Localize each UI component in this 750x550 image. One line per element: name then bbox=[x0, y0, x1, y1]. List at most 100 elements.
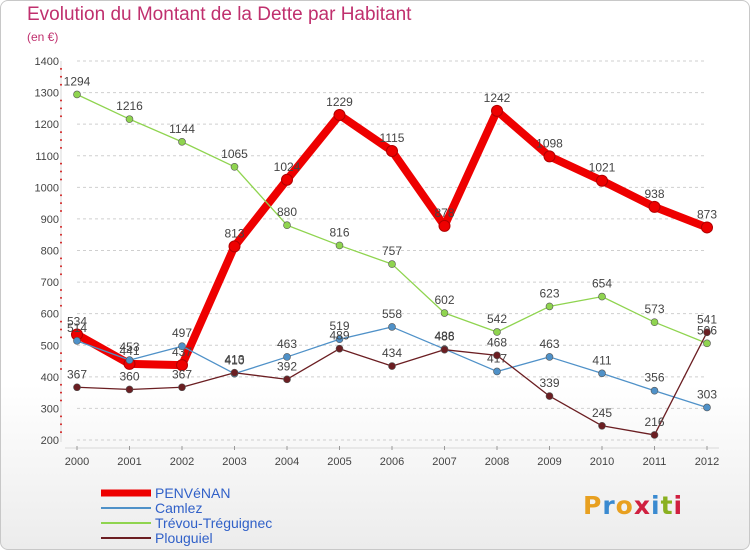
chart-title: Evolution du Montant de la Dette par Hab… bbox=[27, 4, 412, 25]
data-point bbox=[386, 145, 398, 158]
data-point bbox=[648, 200, 661, 213]
x-tick-label: 2012 bbox=[695, 456, 719, 468]
data-point bbox=[493, 367, 501, 376]
y-minor-tick bbox=[60, 415, 62, 418]
data-point bbox=[125, 356, 134, 364]
data-label: 1098 bbox=[536, 136, 563, 150]
data-point bbox=[388, 362, 396, 370]
x-tick-label: 2011 bbox=[643, 456, 667, 468]
proxiti-logo: Proxiti bbox=[583, 491, 683, 520]
y-minor-tick bbox=[60, 67, 62, 70]
x-tick-label: 2001 bbox=[117, 456, 141, 468]
data-label: 816 bbox=[329, 225, 349, 239]
data-label: 1024 bbox=[274, 160, 301, 174]
data-label: 1144 bbox=[169, 122, 195, 136]
y-minor-tick bbox=[60, 367, 62, 370]
data-point bbox=[125, 115, 134, 123]
y-tick-label: 400 bbox=[41, 372, 59, 384]
data-label: 757 bbox=[382, 244, 402, 258]
data-point bbox=[388, 323, 396, 331]
y-minor-tick bbox=[60, 265, 62, 268]
data-point bbox=[283, 221, 291, 230]
data-point bbox=[73, 90, 81, 99]
data-label: 938 bbox=[644, 187, 664, 201]
data-label: 1229 bbox=[326, 95, 353, 109]
logo-letter: r bbox=[602, 491, 616, 520]
data-label: 1216 bbox=[116, 99, 143, 113]
x-tick-label: 2003 bbox=[222, 456, 246, 468]
y-minor-tick bbox=[60, 257, 62, 260]
data-point bbox=[73, 383, 81, 392]
data-point bbox=[230, 368, 239, 377]
data-label: 367 bbox=[172, 367, 192, 381]
data-label: 303 bbox=[697, 387, 717, 401]
data-point bbox=[650, 318, 659, 326]
data-label: 497 bbox=[172, 326, 192, 340]
data-point bbox=[335, 335, 344, 344]
data-label: 1021 bbox=[589, 161, 616, 175]
data-label: 573 bbox=[644, 302, 664, 316]
data-point bbox=[440, 309, 449, 317]
data-point bbox=[598, 292, 606, 301]
data-label: 411 bbox=[592, 353, 611, 367]
data-label: 434 bbox=[382, 346, 402, 360]
y-tick-label: 700 bbox=[41, 277, 59, 289]
data-label: 878 bbox=[434, 206, 454, 220]
data-label: 534 bbox=[67, 315, 87, 329]
y-minor-tick bbox=[60, 431, 62, 434]
data-point bbox=[438, 219, 451, 232]
y-tick-label: 200 bbox=[41, 435, 59, 447]
data-point bbox=[650, 431, 659, 439]
data-label: 1065 bbox=[221, 147, 248, 161]
data-label: 488 bbox=[434, 329, 454, 343]
y-minor-tick bbox=[60, 241, 62, 244]
data-label: 873 bbox=[697, 207, 717, 221]
x-tick-label: 2010 bbox=[590, 456, 614, 468]
data-point bbox=[178, 138, 186, 146]
y-minor-tick bbox=[60, 360, 62, 363]
data-point bbox=[545, 353, 554, 361]
data-point bbox=[333, 109, 346, 122]
data-label: 813 bbox=[224, 226, 244, 240]
y-minor-tick bbox=[60, 391, 62, 394]
y-minor-tick bbox=[60, 288, 62, 291]
data-point bbox=[283, 375, 291, 384]
data-point bbox=[230, 163, 239, 171]
legend-label: Camlez bbox=[155, 500, 202, 516]
x-tick-label: 2000 bbox=[65, 456, 89, 468]
data-point bbox=[125, 385, 134, 394]
x-tick-label: 2007 bbox=[432, 456, 456, 468]
data-point bbox=[596, 174, 608, 187]
data-label: 880 bbox=[277, 205, 297, 219]
data-point bbox=[545, 302, 554, 311]
x-tick-label: 2006 bbox=[380, 456, 404, 468]
data-point bbox=[493, 351, 501, 360]
y-minor-tick bbox=[60, 336, 62, 339]
legend-label: PENVéNAN bbox=[155, 485, 230, 501]
y-minor-tick bbox=[60, 399, 62, 402]
data-label: 216 bbox=[644, 415, 664, 429]
data-point bbox=[703, 403, 711, 412]
data-point bbox=[440, 345, 449, 354]
data-label: 1294 bbox=[64, 74, 91, 88]
y-tick-label: 300 bbox=[41, 403, 59, 415]
data-point bbox=[178, 342, 186, 350]
data-point bbox=[178, 383, 186, 392]
data-point bbox=[703, 328, 711, 337]
data-label: 410 bbox=[224, 354, 244, 368]
data-label: 1242 bbox=[484, 91, 511, 105]
data-point bbox=[176, 359, 188, 372]
data-point bbox=[650, 386, 659, 395]
legend-label: Trévou-Tréguignec bbox=[155, 515, 272, 531]
data-point bbox=[701, 221, 713, 234]
data-label: 468 bbox=[487, 335, 507, 349]
y-minor-tick bbox=[60, 178, 62, 181]
y-minor-tick bbox=[60, 83, 62, 86]
y-tick-label: 900 bbox=[41, 214, 59, 226]
y-minor-tick bbox=[60, 107, 62, 110]
y-tick-label: 1000 bbox=[35, 182, 59, 194]
y-minor-tick bbox=[60, 162, 62, 165]
y-minor-tick bbox=[60, 202, 62, 205]
